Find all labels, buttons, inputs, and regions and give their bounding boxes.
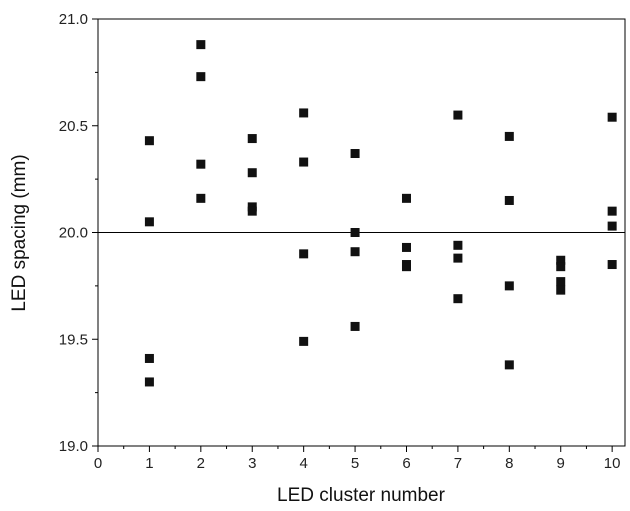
tick-marks	[92, 18, 613, 452]
y-tick-label: 20.5	[59, 118, 88, 135]
data-point	[350, 228, 360, 237]
data-point	[247, 168, 257, 178]
x-tick-label: 1	[145, 455, 153, 472]
data-point	[556, 285, 566, 295]
x-tick-label: 4	[299, 455, 307, 472]
data-point	[144, 136, 154, 146]
data-point	[350, 321, 360, 331]
data-point	[556, 262, 566, 272]
x-tick-label: 3	[248, 455, 256, 472]
data-point	[350, 247, 360, 257]
data-point	[401, 193, 411, 203]
data-point	[504, 281, 514, 291]
data-point	[453, 240, 463, 250]
data-point	[196, 193, 206, 203]
x-tick-label: 10	[604, 455, 621, 472]
y-tick-label: 19.5	[59, 331, 88, 348]
data-point	[556, 255, 566, 265]
x-tick-label: 2	[197, 455, 205, 472]
data-point	[196, 72, 206, 82]
x-tick-label: 7	[454, 455, 462, 472]
data-point	[504, 131, 514, 141]
data-point	[607, 206, 617, 216]
x-tick-label: 5	[351, 455, 359, 472]
data-point	[504, 195, 514, 205]
x-tick-label: 8	[505, 455, 513, 472]
data-point	[453, 294, 463, 304]
x-tick-labels: 0 1 2 3 4 5 6 7 8 9 10	[94, 455, 621, 472]
data-point	[453, 110, 463, 120]
data-point	[401, 242, 411, 252]
data-point	[144, 217, 154, 227]
y-tick-label: 21.0	[59, 11, 88, 28]
data-point	[504, 360, 514, 370]
data-point	[299, 336, 309, 346]
data-point	[607, 221, 617, 231]
data-points	[144, 40, 617, 387]
data-point	[607, 260, 617, 270]
y-tick-labels: 19.0 19.5 20.0 20.5 21.0	[59, 11, 88, 455]
data-point	[453, 253, 463, 263]
data-point	[196, 159, 206, 169]
data-point	[607, 112, 617, 122]
x-tick-label: 6	[402, 455, 410, 472]
data-point	[299, 108, 309, 118]
data-point	[144, 353, 154, 363]
data-point	[196, 40, 206, 50]
data-point	[247, 134, 257, 144]
data-point	[401, 262, 411, 272]
data-point	[556, 277, 566, 287]
y-axis-title: LED spacing (mm)	[9, 154, 30, 311]
x-axis-title: LED cluster number	[277, 485, 446, 506]
data-point	[299, 249, 309, 259]
data-point	[247, 206, 257, 216]
data-point	[350, 149, 360, 159]
y-tick-label: 20.0	[59, 225, 88, 242]
y-tick-label: 19.0	[59, 438, 88, 455]
x-tick-label: 0	[94, 455, 102, 472]
data-point	[299, 157, 309, 167]
x-tick-label: 9	[557, 455, 565, 472]
data-point	[144, 377, 154, 387]
